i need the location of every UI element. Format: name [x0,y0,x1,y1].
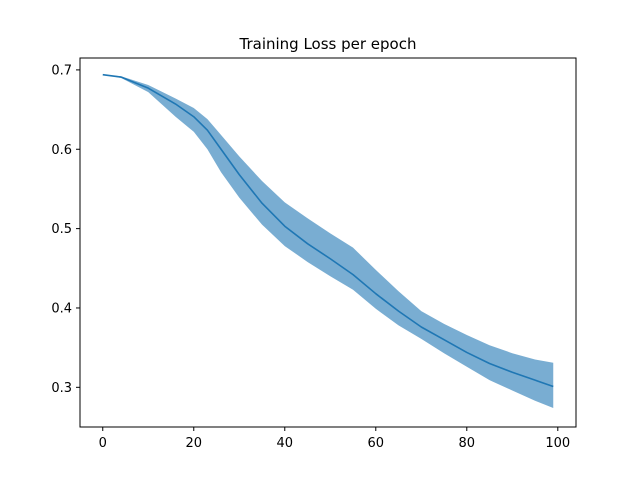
x-tick-label: 100 [545,436,570,451]
y-tick-label: 0.7 [51,63,72,78]
confidence-band-layer [102,74,554,408]
y-tick-label: 0.5 [51,222,72,237]
x-axis-ticks: 0 20 40 60 80 100 [99,427,570,451]
x-tick-label: 40 [276,436,293,451]
y-tick-label: 0.3 [51,381,72,396]
y-tick-label: 0.4 [51,301,72,316]
x-tick-label: 20 [185,436,202,451]
x-tick-label: 60 [368,436,385,451]
x-tick-label: 80 [459,436,476,451]
x-tick-label: 0 [99,436,107,451]
y-axis-ticks: 0.3 0.4 0.5 0.6 0.7 [51,63,80,396]
chart-title: Training Loss per epoch [239,35,417,53]
mean-loss-line [102,73,554,388]
plot-area-frame [79,57,577,428]
series-line-layer [102,73,554,388]
y-tick-label: 0.6 [51,143,72,158]
confidence-band [102,74,554,408]
